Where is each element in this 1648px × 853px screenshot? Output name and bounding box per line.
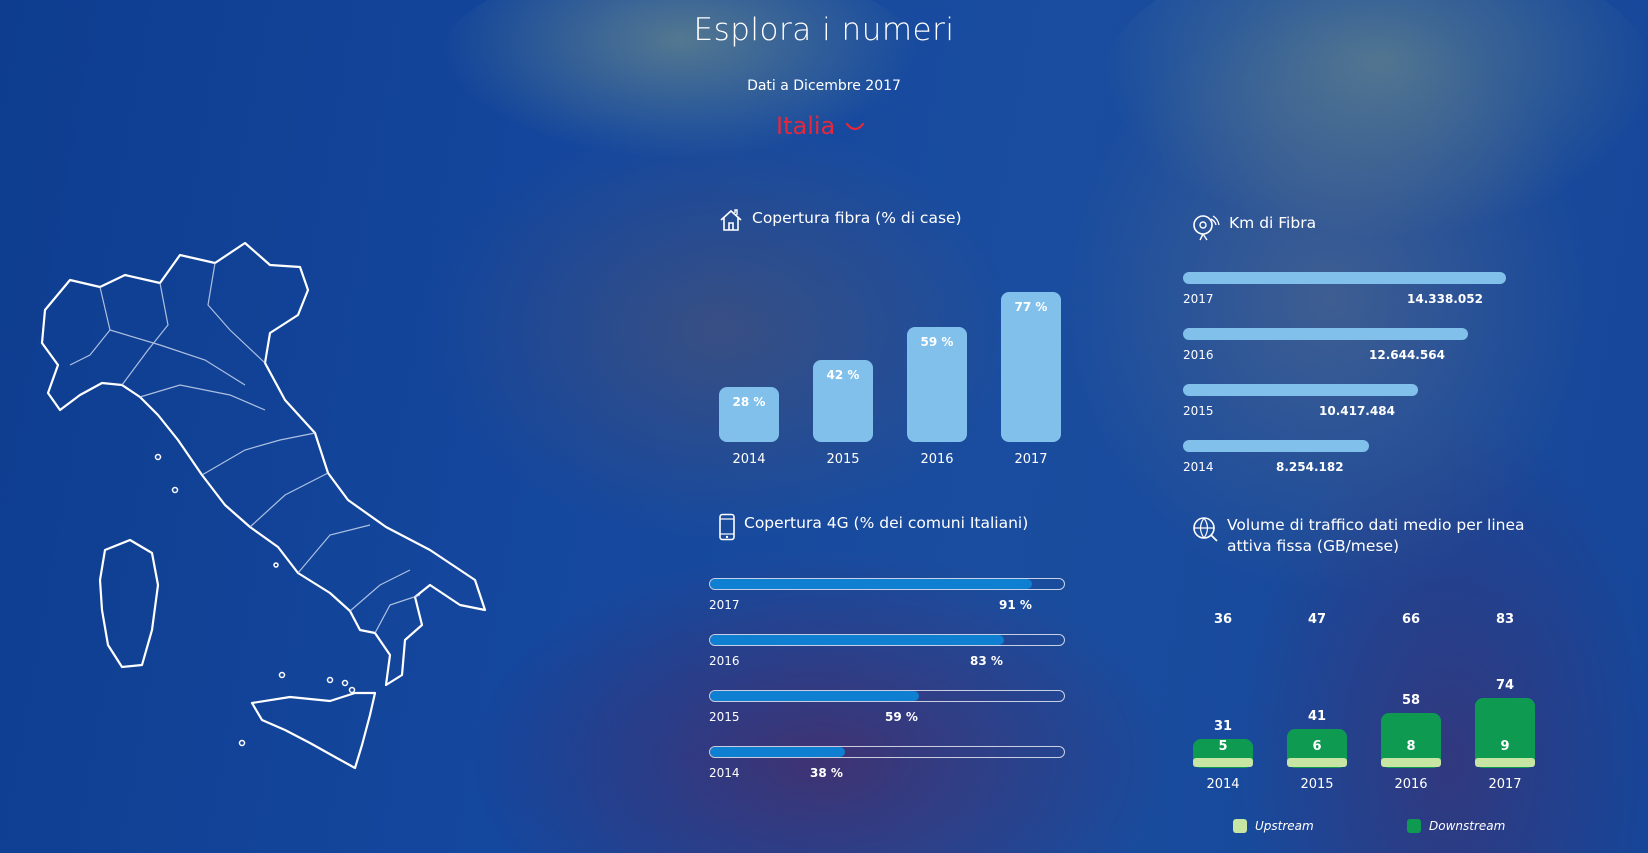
cov4g-title-text: Copertura 4G (% dei comuni Italiani) <box>744 514 1029 532</box>
upstream-value-label: 6 <box>1312 739 1322 754</box>
traffic-year-label: 2016 <box>1394 777 1428 792</box>
sardinia-outline <box>98 538 160 669</box>
cov4g-year-label: 2015 <box>709 710 740 724</box>
downstream-value-label: 31 <box>1213 719 1233 734</box>
background-photo-helmet-right <box>1100 0 1648 240</box>
km-bar <box>1183 328 1468 340</box>
legend-upstream-label: Upstream <box>1255 819 1314 833</box>
traffic-year-label: 2017 <box>1488 777 1522 792</box>
cov4g-value-label: 59 % <box>885 710 918 724</box>
km-title-text: Km di Fibra <box>1229 214 1317 232</box>
cov4g-fill <box>710 579 1033 589</box>
house-icon <box>720 209 742 231</box>
total-value-label: 47 <box>1307 612 1327 627</box>
km-section-title: Km di Fibra <box>1191 213 1316 241</box>
km-value-label: 14.338.052 <box>1407 292 1483 306</box>
fibra-year-label: 2015 <box>826 452 860 467</box>
upstream-value-label: 5 <box>1218 739 1228 754</box>
downstream-value-label: 74 <box>1495 678 1515 693</box>
cov4g-track <box>709 746 1065 758</box>
page-title: Esplora i numeri <box>693 12 955 48</box>
cov4g-track <box>709 578 1065 590</box>
fibra-title-text: Copertura fibra (% di case) <box>752 209 962 227</box>
background-photo-helmet-left <box>440 0 920 160</box>
italy-mainland-outline <box>40 241 487 687</box>
upstream-bar <box>1475 758 1535 767</box>
fibra-bar: 77 % <box>1001 292 1061 442</box>
total-value-label: 36 <box>1213 612 1233 627</box>
fibra-bar: 42 % <box>813 360 873 442</box>
fibra-year-label: 2014 <box>732 452 766 467</box>
traffic-year-label: 2014 <box>1206 777 1240 792</box>
fibra-section-title: Copertura fibra (% di case) <box>718 208 962 232</box>
traffic-year-label: 2015 <box>1300 777 1334 792</box>
km-value-label: 8.254.182 <box>1276 460 1344 474</box>
satellite-dish-icon <box>1193 215 1220 241</box>
km-bar <box>1183 384 1418 396</box>
total-value-label: 66 <box>1401 612 1421 627</box>
cov4g-track <box>709 690 1065 702</box>
km-bar <box>1183 440 1369 452</box>
cov4g-fill <box>710 635 1004 645</box>
fibra-bar: 59 % <box>907 327 967 442</box>
legend-downstream-label: Downstream <box>1429 819 1506 833</box>
upstream-bar <box>1287 758 1347 767</box>
italy-map[interactable] <box>30 235 500 780</box>
cov4g-track <box>709 634 1065 646</box>
page-subtitle: Dati a Dicembre 2017 <box>747 78 901 94</box>
km-year-label: 2016 <box>1183 348 1214 362</box>
legend-downstream-swatch <box>1407 819 1421 833</box>
cov4g-fill <box>710 747 845 757</box>
cov4g-value-label: 38 % <box>810 766 843 780</box>
cov4g-value-label: 83 % <box>970 654 1003 668</box>
chevron-down-icon <box>846 122 865 131</box>
km-value-label: 10.417.484 <box>1319 404 1395 418</box>
km-bar <box>1183 272 1506 284</box>
total-value-label: 83 <box>1495 612 1515 627</box>
upstream-bar <box>1193 758 1253 767</box>
legend-upstream-swatch <box>1233 819 1247 833</box>
km-year-label: 2015 <box>1183 404 1214 418</box>
cov4g-value-label: 91 % <box>999 598 1032 612</box>
fibra-bar: 28 % <box>719 387 779 442</box>
smartphone-icon <box>719 513 735 541</box>
region-selector[interactable]: Italia <box>776 112 865 140</box>
cov4g-year-label: 2017 <box>709 598 740 612</box>
globe-icon <box>1193 517 1218 542</box>
cov4g-year-label: 2016 <box>709 654 740 668</box>
fibra-year-label: 2016 <box>920 452 954 467</box>
upstream-value-label: 9 <box>1500 739 1510 754</box>
km-value-label: 12.644.564 <box>1369 348 1445 362</box>
downstream-value-label: 58 <box>1401 693 1421 708</box>
traffic-section-title: Volume di traffico dati medio per linea … <box>1191 515 1531 557</box>
traffic-title-text: Volume di traffico dati medio per linea … <box>1227 516 1525 555</box>
cov4g-fill <box>710 691 919 701</box>
km-year-label: 2014 <box>1183 460 1214 474</box>
downstream-bar <box>1475 698 1535 768</box>
km-year-label: 2017 <box>1183 292 1214 306</box>
downstream-value-label: 41 <box>1307 709 1327 724</box>
upstream-bar <box>1381 758 1441 767</box>
region-selector-label: Italia <box>776 112 836 140</box>
cov4g-section-title: Copertura 4G (% dei comuni Italiani) <box>718 513 1028 541</box>
fibra-year-label: 2017 <box>1014 452 1048 467</box>
cov4g-year-label: 2014 <box>709 766 740 780</box>
upstream-value-label: 8 <box>1406 739 1416 754</box>
sicily-outline <box>250 691 377 770</box>
